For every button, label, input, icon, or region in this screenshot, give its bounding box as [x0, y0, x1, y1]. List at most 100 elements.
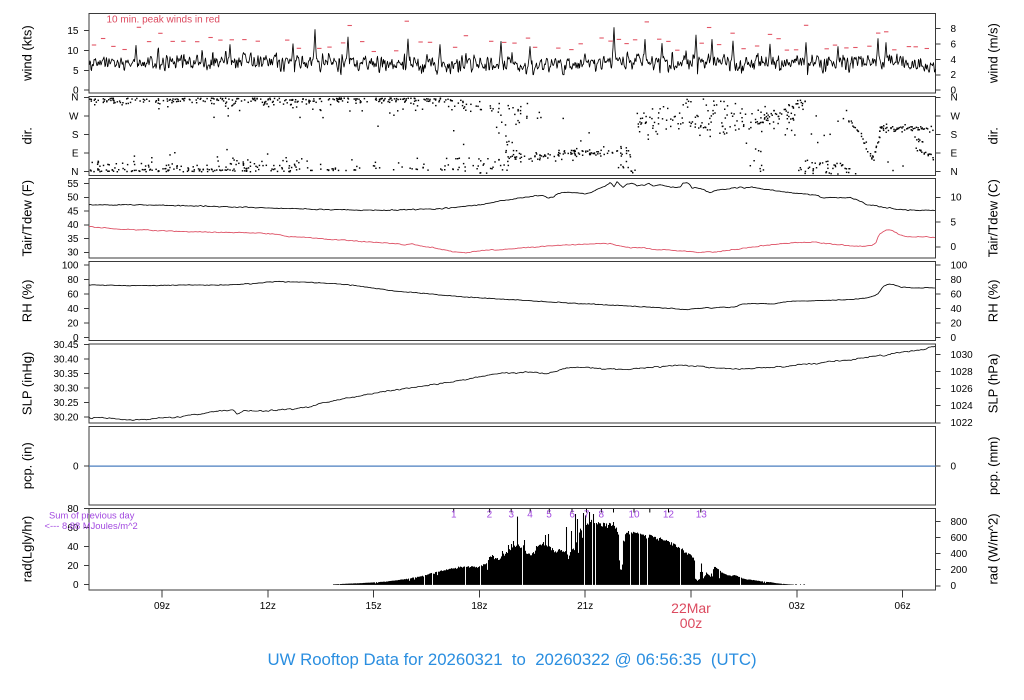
svg-text:60: 60	[951, 289, 963, 300]
svg-text:12: 12	[663, 510, 675, 521]
svg-text:06z: 06z	[895, 601, 911, 612]
svg-text:60: 60	[67, 289, 79, 300]
svg-text:09z: 09z	[154, 601, 170, 612]
svg-text:45: 45	[67, 206, 79, 217]
svg-text:35: 35	[67, 234, 79, 245]
svg-text:5: 5	[951, 217, 957, 228]
svg-text:7: 7	[584, 510, 590, 521]
svg-text:80: 80	[67, 275, 79, 286]
svg-text:6: 6	[951, 39, 957, 50]
svg-text:4: 4	[527, 510, 533, 521]
svg-text:18z: 18z	[471, 601, 487, 612]
svg-text:2: 2	[487, 510, 493, 521]
svg-text:N: N	[71, 167, 78, 178]
svg-text:0: 0	[951, 333, 957, 344]
svg-text:Tair/Tdew (C): Tair/Tdew (C)	[986, 179, 1001, 257]
svg-text:800: 800	[951, 517, 968, 528]
svg-text:SLP (hPa): SLP (hPa)	[986, 354, 1001, 414]
svg-text:12z: 12z	[260, 601, 276, 612]
svg-text:8: 8	[951, 24, 957, 35]
svg-text:rad (W/m^2): rad (W/m^2)	[986, 513, 1001, 584]
svg-text:Tair/Tdew (F): Tair/Tdew (F)	[20, 180, 35, 257]
svg-text:1026: 1026	[951, 384, 974, 395]
svg-text:30.30: 30.30	[53, 383, 78, 394]
svg-text:40: 40	[67, 542, 79, 553]
svg-text:N: N	[951, 93, 958, 104]
svg-text:200: 200	[951, 565, 968, 576]
svg-text:<--- 8.88 MJoules/m^2: <--- 8.88 MJoules/m^2	[45, 520, 138, 531]
svg-text:55: 55	[67, 179, 79, 190]
svg-text:RH (%): RH (%)	[20, 280, 35, 323]
svg-text:0: 0	[73, 86, 79, 97]
svg-text:100: 100	[62, 260, 79, 271]
svg-text:S: S	[951, 130, 958, 141]
svg-text:Sum of previous day: Sum of previous day	[49, 509, 135, 520]
svg-text:03z: 03z	[789, 601, 805, 612]
svg-text:W: W	[69, 111, 79, 122]
svg-text:0: 0	[73, 333, 79, 344]
svg-text:pcp. (in): pcp. (in)	[20, 442, 35, 489]
svg-text:20: 20	[67, 318, 79, 329]
svg-text:600: 600	[951, 533, 968, 544]
svg-text:1: 1	[451, 510, 457, 521]
svg-text:80: 80	[951, 275, 963, 286]
svg-text:wind (m/s): wind (m/s)	[986, 23, 1001, 84]
svg-text:10: 10	[951, 193, 963, 204]
svg-text:N: N	[71, 93, 78, 104]
svg-text:3: 3	[509, 510, 515, 521]
svg-text:30.35: 30.35	[53, 369, 78, 380]
svg-text:20: 20	[951, 318, 963, 329]
svg-text:6: 6	[569, 510, 575, 521]
svg-text:rad(Lgly/hr): rad(Lgly/hr)	[20, 516, 35, 582]
svg-text:4: 4	[951, 55, 957, 66]
svg-text:0: 0	[73, 462, 79, 473]
svg-text:0: 0	[951, 462, 957, 473]
svg-text:0: 0	[73, 580, 79, 591]
svg-text:30.40: 30.40	[53, 354, 78, 365]
svg-text:wind (kts): wind (kts)	[20, 25, 35, 82]
svg-text:10 min. peak winds in red: 10 min. peak winds in red	[107, 15, 220, 26]
svg-text:1024: 1024	[951, 401, 974, 412]
svg-text:pcp. (mm): pcp. (mm)	[986, 437, 1001, 496]
svg-text:400: 400	[951, 549, 968, 560]
svg-text:1022: 1022	[951, 418, 974, 429]
svg-text:5: 5	[546, 510, 552, 521]
svg-text:1028: 1028	[951, 367, 974, 378]
svg-text:30.25: 30.25	[53, 398, 78, 409]
svg-text:40: 40	[951, 304, 963, 315]
svg-text:0: 0	[951, 86, 957, 97]
svg-text:50: 50	[67, 193, 79, 204]
svg-text:30.45: 30.45	[53, 340, 78, 351]
svg-text:SLP (inHg): SLP (inHg)	[20, 352, 35, 415]
svg-text:60: 60	[67, 523, 79, 534]
svg-text:21z: 21z	[577, 601, 593, 612]
svg-text:dir.: dir.	[20, 127, 35, 144]
svg-text:20: 20	[67, 561, 79, 572]
svg-text:W: W	[951, 111, 961, 122]
svg-text:30.20: 30.20	[53, 412, 78, 423]
svg-text:10: 10	[67, 46, 79, 57]
svg-text:100: 100	[951, 260, 968, 271]
svg-text:E: E	[951, 148, 958, 159]
svg-text:00z: 00z	[680, 615, 703, 631]
svg-text:40: 40	[67, 304, 79, 315]
svg-text:S: S	[72, 130, 79, 141]
svg-text:22Mar: 22Mar	[671, 600, 711, 616]
svg-text:30: 30	[67, 248, 79, 259]
svg-text:0: 0	[951, 242, 957, 253]
svg-text:15z: 15z	[366, 601, 382, 612]
svg-text:RH (%): RH (%)	[986, 280, 1001, 323]
svg-text:0: 0	[951, 581, 957, 592]
svg-text:dir.: dir.	[986, 127, 1001, 144]
svg-text:UW Rooftop Data for 20260321: UW Rooftop Data for 20260321 to 20260322…	[267, 650, 756, 669]
svg-text:10: 10	[628, 510, 640, 521]
svg-text:N: N	[951, 167, 958, 178]
svg-text:2: 2	[951, 70, 957, 81]
svg-text:40: 40	[67, 220, 79, 231]
svg-text:E: E	[72, 148, 79, 159]
svg-text:5: 5	[73, 66, 79, 77]
svg-text:80: 80	[67, 504, 79, 515]
svg-text:8: 8	[599, 510, 605, 521]
svg-text:1030: 1030	[951, 350, 974, 361]
svg-text:15: 15	[67, 26, 79, 37]
